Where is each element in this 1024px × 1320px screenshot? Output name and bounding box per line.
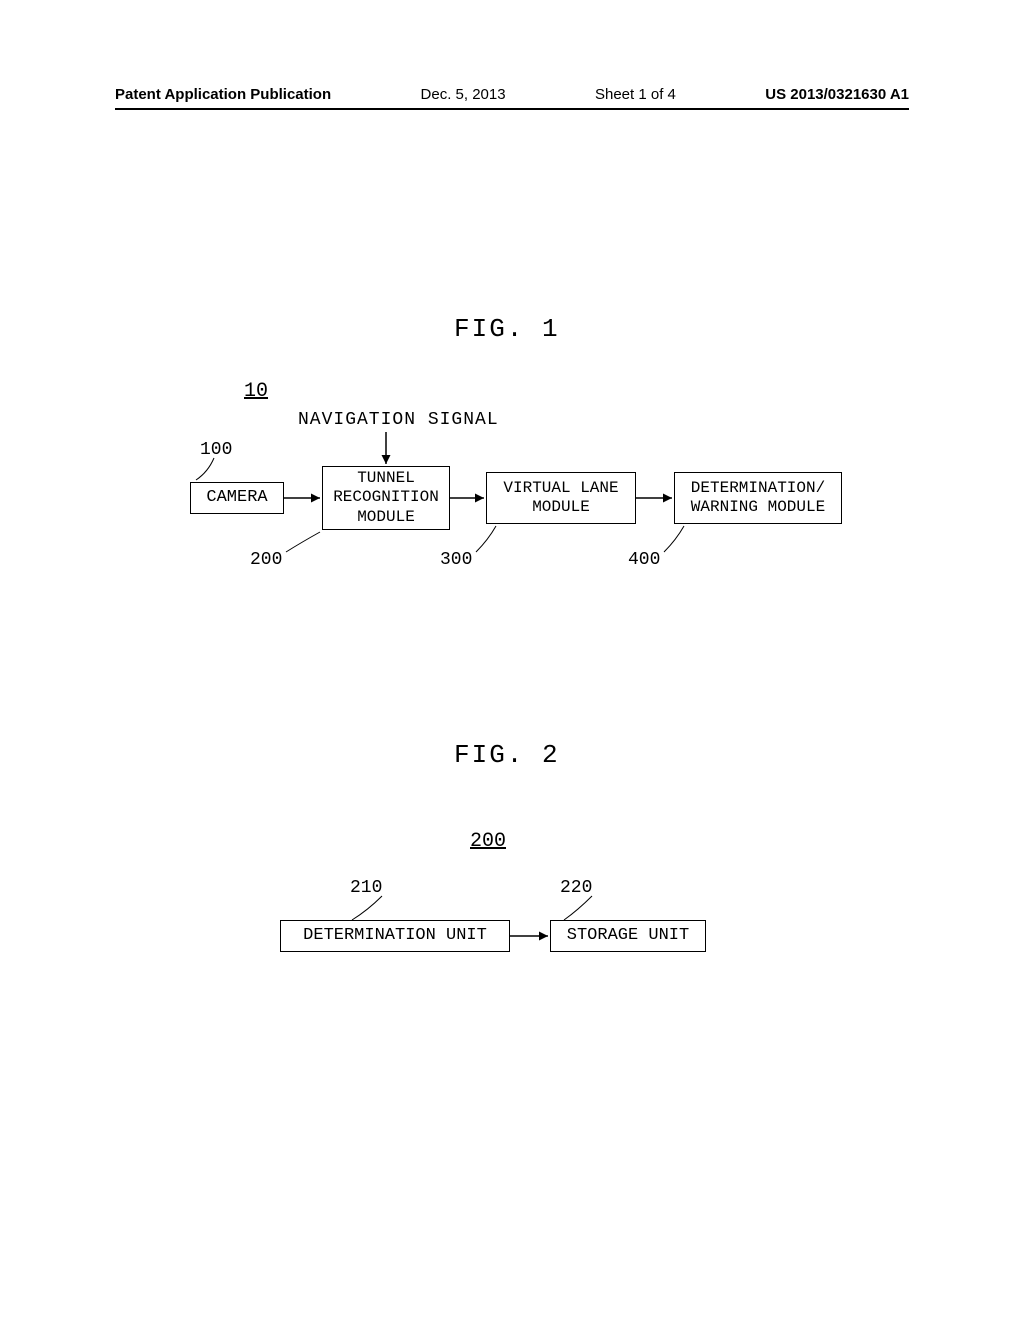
page: Patent Application Publication Dec. 5, 2… (0, 0, 1024, 1320)
fig2-diagram: 200 210 220 DETERMINATION UNIT STORAGE U… (280, 830, 720, 990)
fig1-label: FIG. 1 (454, 314, 560, 344)
page-header: Patent Application Publication Dec. 5, 2… (115, 86, 909, 103)
pub-date: Dec. 5, 2013 (421, 86, 506, 103)
fig2-arrows (280, 830, 720, 990)
header-rule (115, 108, 909, 110)
pub-num: US 2013/0321630 A1 (765, 86, 909, 103)
fig1-arrows (190, 380, 910, 580)
pub-sheet: Sheet 1 of 4 (595, 86, 676, 103)
fig1-diagram: 10 NAVIGATION SIGNAL 100 CAMERA TUNNEL R… (190, 380, 910, 580)
fig2-label: FIG. 2 (454, 740, 560, 770)
pub-type: Patent Application Publication (115, 86, 331, 103)
